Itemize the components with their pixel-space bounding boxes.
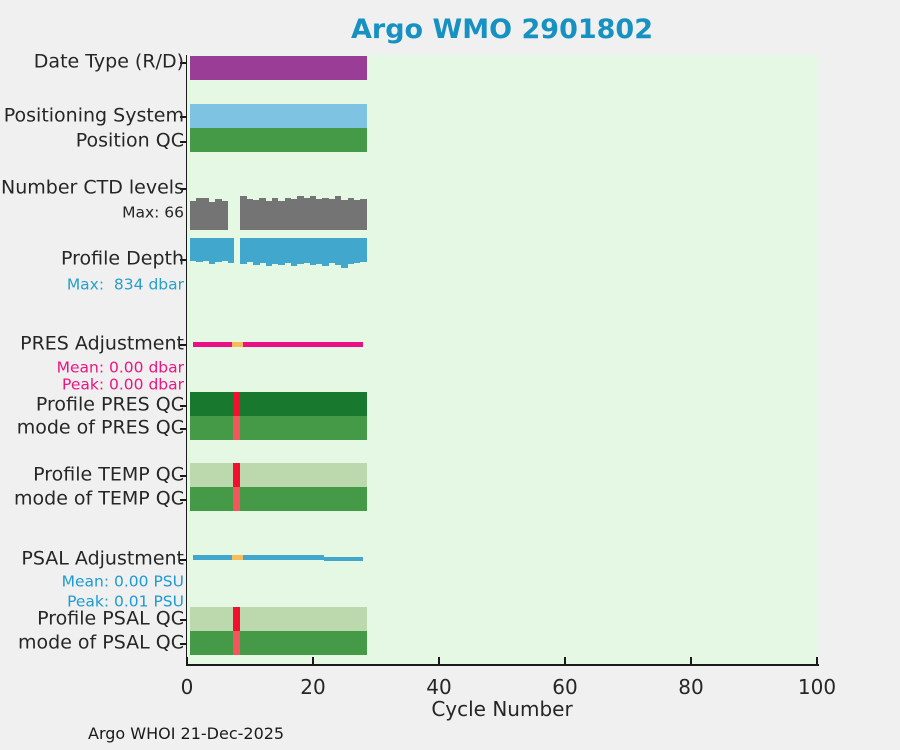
y-label-number-ctd-levels: Number CTD levels (1, 176, 184, 199)
y-label-mean-0-00-psu: Mean: 0.00 PSU (61, 572, 184, 591)
y-tick-mark (180, 116, 186, 118)
y-tick-mark (180, 643, 186, 645)
x-tick-label: 60 (552, 675, 578, 699)
y-tick-mark (180, 62, 186, 64)
y-label-profile-pres-qc: Profile PRES QC (35, 393, 184, 416)
plot-area (187, 55, 817, 665)
x-tick-label: 40 (426, 675, 452, 699)
y-label-max-834-dbar: Max: 834 dbar (66, 275, 184, 294)
y-tick-mark (180, 141, 186, 143)
y-label-pres-adjustment: PRES Adjustment (20, 332, 184, 355)
y-tick-mark (180, 499, 186, 501)
y-label-mode-of-temp-qc: mode of TEMP QC (14, 487, 184, 510)
y-tick-mark (180, 559, 186, 561)
x-tick-label: 100 (797, 675, 837, 699)
y-label-mode-of-pres-qc: mode of PRES QC (16, 416, 184, 439)
y-tick-mark (180, 428, 186, 430)
chart-title: Argo WMO 2901802 (351, 14, 653, 45)
y-tick-mark (180, 188, 186, 190)
y-label-peak-0-00-dbar: Peak: 0.00 dbar (62, 375, 184, 394)
y-tick-mark (180, 405, 186, 407)
y-label-peak-0-01-psu: Peak: 0.01 PSU (67, 592, 184, 611)
y-label-mean-0-00-dbar: Mean: 0.00 dbar (56, 358, 184, 377)
y-tick-mark (180, 344, 186, 346)
y-label-max-66: Max: 66 (122, 203, 184, 222)
x-tick-label: 20 (300, 675, 326, 699)
y-label-mode-of-psal-qc: mode of PSAL QC (18, 631, 184, 654)
footer-credit: Argo WHOI 21-Dec-2025 (88, 724, 285, 743)
x-tick-label: 0 (180, 675, 194, 699)
y-label-position-qc: Position QC (75, 129, 184, 152)
y-label-date-type-r-d: Date Type (R/D) (33, 50, 184, 73)
y-label-positioning-system: Positioning System (3, 104, 184, 127)
y-label-psal-adjustment: PSAL Adjustment (21, 547, 184, 570)
y-tick-mark (180, 259, 186, 261)
y-label-profile-depth: Profile Depth (61, 247, 184, 270)
y-label-profile-psal-qc: Profile PSAL QC (37, 607, 184, 630)
y-tick-mark (180, 619, 186, 621)
x-axis-title: Cycle Number (431, 697, 573, 721)
y-tick-mark (180, 475, 186, 477)
x-tick-label: 80 (678, 675, 704, 699)
y-label-profile-temp-qc: Profile TEMP QC (33, 463, 184, 486)
